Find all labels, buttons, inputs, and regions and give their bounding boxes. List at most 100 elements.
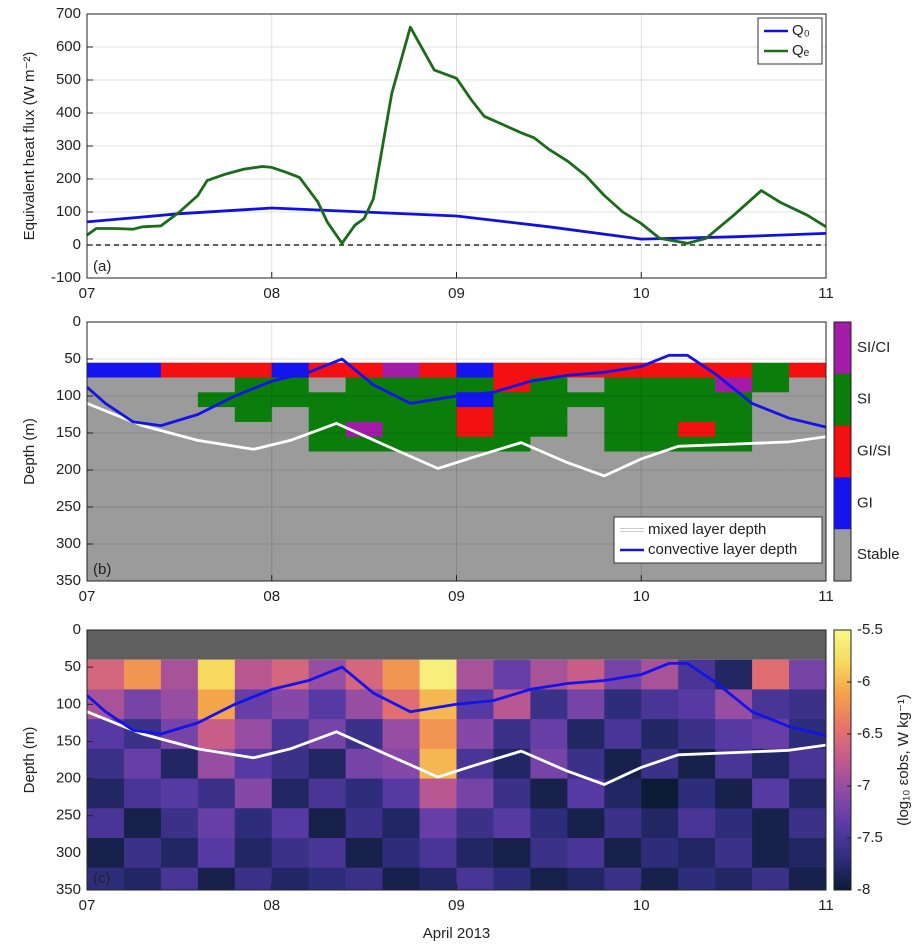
heatmap-cell	[789, 362, 826, 379]
panel-label: (c)	[93, 870, 111, 887]
heatmap-cell	[234, 689, 273, 720]
heatmap-cell	[123, 392, 162, 408]
heatmap-cell	[789, 659, 826, 691]
heatmap-cell	[715, 689, 753, 720]
series-line	[87, 25, 826, 245]
heatmap-cell	[271, 748, 310, 780]
series-line	[87, 710, 826, 786]
heatmap-cell	[493, 421, 531, 438]
heatmap-cell	[678, 867, 716, 890]
x-tick-label: 08	[263, 285, 280, 302]
heatmap-cell	[752, 377, 790, 393]
heatmap-cell	[604, 867, 642, 890]
colorbar-label: SI	[857, 391, 871, 408]
colorbar-label: GI	[857, 494, 873, 511]
heatmap-cell	[715, 867, 753, 890]
heatmap-cell	[123, 659, 162, 691]
heatmap-cell	[160, 407, 199, 423]
heatmap-cell	[271, 421, 310, 438]
heatmap-cell	[197, 392, 236, 408]
colorbar-tick-label: -8	[857, 881, 870, 898]
heatmap-cell	[456, 778, 495, 809]
heatmap-cell	[308, 392, 347, 408]
series-line	[87, 353, 826, 429]
heatmap-cell	[419, 838, 458, 869]
panel-label: (b)	[93, 561, 111, 578]
plot-frame	[86, 629, 827, 891]
heatmap-cell	[308, 421, 347, 438]
heatmap-cell	[715, 362, 753, 379]
heatmap-cell	[530, 436, 568, 453]
y-tick-label: 50	[64, 658, 81, 675]
heatmap-cell	[160, 436, 199, 453]
heatmap-cell	[345, 808, 384, 839]
x-axis-label: April 2013	[423, 925, 491, 942]
heatmap-cell	[530, 808, 568, 839]
heatmap-cell	[752, 407, 790, 423]
heatmap-cell	[308, 867, 347, 890]
heatmap-cell	[530, 451, 568, 581]
colorbar-block	[834, 373, 851, 427]
heatmap-cell	[271, 808, 310, 839]
heatmap-cell	[604, 377, 642, 393]
heatmap-cell	[641, 407, 679, 423]
heatmap-cell	[234, 407, 273, 423]
x-tick-label: 08	[263, 897, 280, 914]
heatmap-cell	[604, 719, 642, 750]
x-tick-label: 07	[79, 897, 96, 914]
legend-label: Q₀	[792, 22, 810, 39]
heatmap-cell	[604, 838, 642, 869]
colorbar-tick-label: -7	[857, 777, 870, 794]
no-data-band	[87, 630, 826, 660]
panel: 07 08 09 10 11 -100 0 100 200 300 400 500 600 700 (a) E…	[21, 5, 834, 302]
heatmap-cell	[604, 808, 642, 839]
heatmap-cell	[197, 659, 236, 691]
heatmap-cell	[567, 808, 605, 839]
heatmap-cell	[752, 748, 790, 780]
x-tick-label: 09	[448, 588, 465, 605]
heatmap-cell	[419, 778, 458, 809]
heatmap-cell	[456, 451, 495, 581]
heatmap-cell	[197, 808, 236, 839]
colorbar-block	[834, 425, 851, 478]
y-tick-label: 200	[56, 770, 81, 787]
heatmap-cell	[123, 451, 162, 581]
colorbar-tick-label: -7.5	[857, 829, 883, 846]
heatmap-cell	[641, 838, 679, 869]
heatmap-cell	[456, 838, 495, 869]
heatmap-cell	[123, 808, 162, 839]
y-tick-label: -100	[51, 269, 81, 286]
heatmap-cell	[160, 808, 199, 839]
heatmap-cell	[197, 407, 236, 423]
panel: 07 08 09 10 11 0 50 100 150 200 250 300 350 (b) Depth …	[21, 313, 900, 605]
heatmap-cell	[715, 838, 753, 869]
heatmap-cell	[197, 451, 236, 581]
heatmap-cell	[678, 719, 716, 750]
heatmap-cell	[123, 377, 162, 393]
heatmap-cell	[160, 392, 199, 408]
heatmap-cell	[345, 838, 384, 869]
y-tick-label: 500	[56, 71, 81, 88]
heatmap-cell	[789, 689, 826, 720]
legend-label: mixed layer depth	[648, 521, 766, 538]
heatmap-cell	[567, 659, 605, 691]
y-tick-label: 0	[73, 313, 81, 330]
heatmap-cell	[271, 838, 310, 869]
heatmap-cell	[493, 867, 531, 890]
plot-area	[87, 14, 826, 278]
panel: 07 08 09 10 11 0 50 100 150 200 250 300 350 (c) Depth …	[21, 621, 912, 942]
colorbar-label: Stable	[857, 546, 900, 563]
heatmap-cell	[530, 689, 568, 720]
heatmap-cell	[789, 421, 826, 438]
colorbar-tick-label: -5.5	[857, 621, 883, 638]
heatmap-cell	[678, 421, 716, 438]
x-tick-label: 09	[448, 897, 465, 914]
heatmap-cell	[234, 451, 273, 581]
heatmap-cell	[271, 778, 310, 809]
x-tick-label: 07	[79, 588, 96, 605]
heatmap-cell	[345, 451, 384, 581]
heatmap-cell	[752, 778, 790, 809]
heatmap-cell	[789, 748, 826, 780]
heatmap-cell	[382, 778, 421, 809]
